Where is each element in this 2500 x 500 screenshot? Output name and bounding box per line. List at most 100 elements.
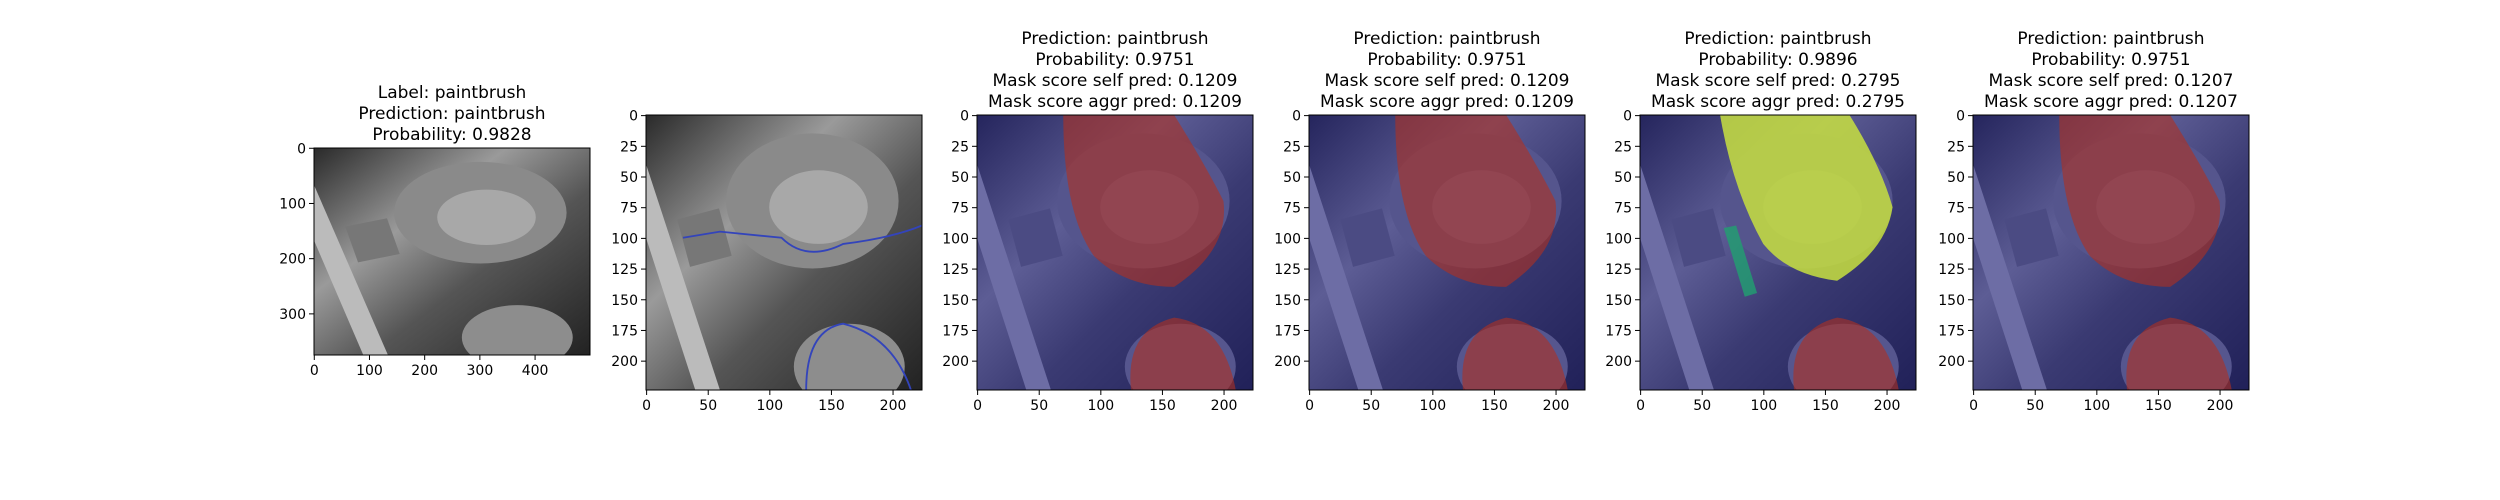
- panel-title: Probability: 0.9828: [372, 125, 531, 145]
- panel: 0 50 100 150 200 0 25 50 75 100 125 150 175 200 Predic…: [1605, 29, 1917, 414]
- panel: 0 50 100 150 200 0 25 50 75 100 125 150 175 200 Predic…: [942, 29, 1254, 414]
- axes-frame: [976, 114, 1254, 391]
- y-tick-label: 200: [1605, 354, 1632, 370]
- y-tick-label: 25: [620, 139, 638, 155]
- image: [314, 148, 590, 355]
- x-tick-label: 200: [1211, 398, 1238, 414]
- x-tick-label: 50: [1693, 398, 1711, 414]
- x-tick-label: 200: [1543, 398, 1570, 414]
- axes-frame: [1308, 114, 1586, 391]
- x-tick-label: 100: [356, 363, 383, 379]
- y-tick-label: 50: [1614, 170, 1632, 186]
- mask: [1720, 115, 1893, 281]
- panel-title: Prediction: paintbrush: [1684, 29, 1871, 49]
- y-tick-label: 125: [1274, 262, 1301, 278]
- shape: [345, 218, 400, 263]
- panel-title: Mask score aggr pred: 0.1209: [1320, 92, 1574, 112]
- shape: [461, 305, 573, 355]
- y-tick-label: 150: [1605, 293, 1632, 309]
- panel-title: Probability: 0.9751: [1035, 50, 1194, 70]
- panel-title: Mask score self pred: 0.1209: [1325, 71, 1570, 91]
- x-tick-label: 200: [411, 363, 438, 379]
- y-tick-label: 50: [951, 170, 969, 186]
- panel-title: Label: paintbrush: [378, 83, 527, 103]
- y-tick-label: 125: [942, 262, 969, 278]
- panel-title: Prediction: paintbrush: [1353, 29, 1540, 49]
- shape: [677, 208, 732, 267]
- x-tick-label: 50: [2026, 398, 2044, 414]
- y-tick-label: 200: [1938, 354, 1965, 370]
- x-tick-label: 0: [1969, 398, 1978, 414]
- mask: [1130, 317, 1236, 390]
- y-tick-label: 0: [960, 109, 969, 125]
- mask: [1723, 225, 1758, 297]
- panel-title: Prediction: paintbrush: [2017, 29, 2204, 49]
- x-tick-label: 150: [2145, 398, 2172, 414]
- shape: [793, 323, 905, 390]
- x-tick-label: 300: [467, 363, 494, 379]
- y-tick-label: 25: [1947, 139, 1965, 155]
- y-tick-label: 125: [1938, 262, 1965, 278]
- y-tick-label: 100: [279, 196, 306, 212]
- panel-title: Mask score self pred: 0.2795: [1656, 71, 1901, 91]
- image: [977, 115, 1253, 390]
- x-tick-label: 150: [1481, 398, 1508, 414]
- mask: [1462, 317, 1568, 390]
- axes-frame: [1972, 114, 2250, 391]
- mask-outline: [805, 322, 912, 390]
- y-tick-label: 125: [1605, 262, 1632, 278]
- y-tick-label: 50: [1947, 170, 1965, 186]
- y-tick-label: 175: [1938, 323, 1965, 339]
- panel-title: Mask score self pred: 0.1207: [1989, 71, 2234, 91]
- y-tick-label: 75: [1283, 201, 1301, 217]
- y-tick-label: 200: [279, 252, 306, 268]
- image: [1973, 115, 2249, 390]
- y-tick-label: 50: [1283, 170, 1301, 186]
- x-tick-label: 50: [699, 398, 717, 414]
- image: [646, 115, 922, 390]
- mask: [2126, 317, 2232, 390]
- mask: [1793, 317, 1899, 390]
- axes-frame: [645, 114, 923, 391]
- y-tick-label: 150: [1274, 293, 1301, 309]
- image-content: [977, 115, 1253, 390]
- x-tick-label: 200: [1874, 398, 1901, 414]
- x-tick-label: 0: [1636, 398, 1645, 414]
- x-tick-label: 200: [2207, 398, 2234, 414]
- image-content: [1309, 115, 1585, 390]
- y-tick-label: 100: [1605, 231, 1632, 247]
- y-tick-label: 0: [1623, 109, 1632, 125]
- axes-frame: [313, 147, 591, 356]
- panel-title: Probability: 0.9896: [1698, 50, 1857, 70]
- panel: 0 50 100 150 200 0 25 50 75 100 125 150 175 200 Predic…: [1938, 29, 2250, 414]
- y-tick-label: 150: [1938, 293, 1965, 309]
- y-tick-label: 200: [1274, 354, 1301, 370]
- y-tick-label: 75: [951, 201, 969, 217]
- y-tick-label: 25: [951, 139, 969, 155]
- y-tick-label: 0: [1292, 109, 1301, 125]
- image-content: [646, 133, 922, 390]
- mask: [2059, 115, 2221, 287]
- y-tick-label: 175: [611, 323, 638, 339]
- y-tick-label: 100: [942, 231, 969, 247]
- y-tick-label: 175: [1605, 323, 1632, 339]
- y-tick-label: 75: [1614, 201, 1632, 217]
- y-tick-label: 150: [611, 293, 638, 309]
- y-tick-label: 300: [279, 307, 306, 323]
- x-tick-label: 0: [310, 363, 319, 379]
- x-tick-label: 100: [1419, 398, 1446, 414]
- panel-title: Mask score aggr pred: 0.1209: [988, 92, 1242, 112]
- x-tick-label: 100: [756, 398, 783, 414]
- x-tick-label: 150: [1812, 398, 1839, 414]
- x-tick-label: 100: [2083, 398, 2110, 414]
- x-tick-label: 150: [818, 398, 845, 414]
- shape: [437, 189, 536, 246]
- x-tick-label: 200: [880, 398, 907, 414]
- y-tick-label: 100: [611, 231, 638, 247]
- panel-title: Mask score aggr pred: 0.2795: [1651, 92, 1905, 112]
- x-tick-label: 50: [1030, 398, 1048, 414]
- mask: [1063, 115, 1225, 287]
- image: [1309, 115, 1585, 390]
- y-tick-label: 200: [942, 354, 969, 370]
- y-tick-label: 125: [611, 262, 638, 278]
